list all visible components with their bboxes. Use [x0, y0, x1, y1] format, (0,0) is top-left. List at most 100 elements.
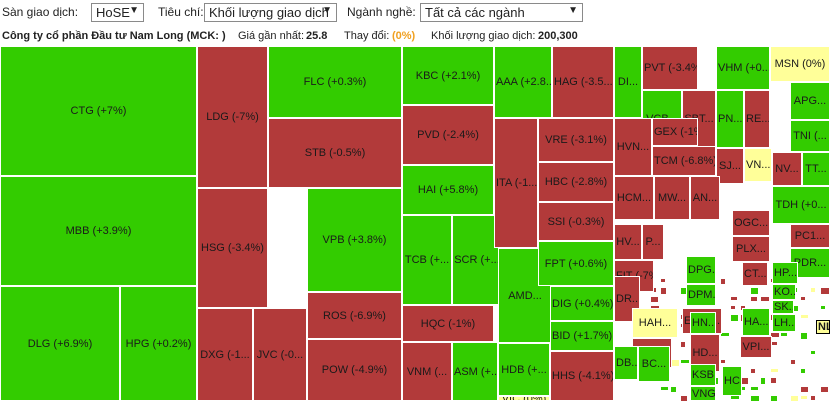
treemap-tile[interactable]: CT...: [742, 262, 768, 286]
treemap-tile-small[interactable]: [680, 395, 688, 401]
treemap-tile[interactable]: HDB (+...: [498, 343, 550, 396]
industry-select[interactable]: Tất cả các ngành ▼: [420, 3, 583, 22]
treemap-tile-small[interactable]: [750, 296, 758, 302]
treemap-tile-small[interactable]: [770, 377, 777, 384]
treemap-tile[interactable]: DI...: [614, 46, 642, 118]
criteria-select[interactable]: Khối lượng giao dịch ▼: [204, 3, 337, 22]
treemap-tile-small[interactable]: [770, 368, 779, 373]
treemap-tile[interactable]: HCM...: [614, 176, 654, 220]
treemap-tile-small[interactable]: [730, 296, 738, 301]
treemap-tile-small[interactable]: [800, 386, 809, 393]
treemap-tile[interactable]: BC...: [638, 346, 670, 382]
treemap-tile[interactable]: SCR (+...: [452, 215, 502, 305]
treemap-tile[interactable]: HC...: [722, 366, 742, 396]
treemap-tile[interactable]: STB (-0.5%): [268, 118, 402, 188]
treemap-tile-small[interactable]: [790, 395, 799, 401]
treemap-tile-small[interactable]: [650, 296, 659, 303]
treemap-tile[interactable]: ROS (-6.9%): [307, 292, 402, 339]
treemap-tile[interactable]: PC1...: [790, 224, 830, 248]
treemap-tile[interactable]: VNG...: [690, 386, 716, 401]
treemap-tile[interactable]: TDH (+0...: [772, 186, 830, 224]
treemap-tile[interactable]: KBC (+2.1%): [402, 46, 494, 105]
treemap-tile[interactable]: HA...: [742, 308, 770, 336]
treemap-tile-small[interactable]: [760, 377, 766, 385]
treemap-tile[interactable]: DPG...: [686, 256, 716, 284]
treemap-tile[interactable]: NL: [816, 320, 830, 334]
treemap-tile[interactable]: KO...: [772, 284, 796, 300]
treemap-tile-small[interactable]: [770, 332, 780, 338]
exchange-select[interactable]: HoSE ▼: [91, 3, 144, 22]
treemap-tile-small[interactable]: [760, 296, 770, 302]
treemap-tile-small[interactable]: [800, 332, 808, 340]
treemap-tile-small[interactable]: [780, 332, 788, 337]
treemap-tile-small[interactable]: [800, 314, 809, 319]
treemap-tile-small[interactable]: [730, 305, 736, 310]
treemap-tile-small[interactable]: [720, 359, 726, 364]
treemap-tile[interactable]: CTG (+7%): [0, 46, 197, 176]
treemap-tile[interactable]: HP...: [772, 262, 798, 284]
treemap-tile[interactable]: VHM (+0...: [716, 46, 770, 90]
treemap-tile-small[interactable]: [750, 395, 760, 401]
treemap-tile[interactable]: HVN...: [614, 118, 652, 176]
treemap-tile-small[interactable]: [800, 395, 808, 400]
treemap-tile[interactable]: VIC (0%): [498, 396, 550, 401]
treemap-tile[interactable]: PLX...: [732, 236, 770, 262]
treemap-tile-small[interactable]: [660, 278, 666, 283]
treemap-tile-small[interactable]: [680, 359, 690, 364]
treemap-tile-small[interactable]: [750, 368, 756, 374]
treemap-tile[interactable]: FLC (+0.3%): [268, 46, 402, 118]
treemap-tile[interactable]: AAA (+2.8...: [494, 46, 552, 118]
treemap-tile[interactable]: TCB (+...: [402, 215, 452, 305]
treemap-tile[interactable]: P...: [642, 224, 664, 260]
treemap-tile[interactable]: HSG (-3.4%): [197, 188, 268, 308]
treemap-tile[interactable]: NV...: [772, 152, 802, 186]
treemap-tile[interactable]: LDG (-7%): [197, 46, 268, 188]
treemap-tile[interactable]: MBB (+3.9%): [0, 176, 197, 286]
treemap-tile-small[interactable]: [770, 395, 778, 401]
treemap-tile[interactable]: KSB...: [690, 364, 716, 386]
treemap-tile[interactable]: LH...: [772, 314, 796, 332]
treemap-tile[interactable]: SSI (-0.3%): [538, 202, 614, 241]
treemap-tile[interactable]: HAG (-3.5...: [552, 46, 614, 118]
treemap-tile[interactable]: HAH...: [632, 308, 678, 338]
treemap-tile[interactable]: PVD (-2.4%): [402, 105, 494, 165]
treemap-tile[interactable]: VNM (...: [402, 342, 452, 401]
treemap-tile[interactable]: HBC (-2.8%): [538, 162, 614, 202]
treemap-tile-small[interactable]: [720, 278, 726, 285]
treemap-tile-small[interactable]: [820, 287, 830, 295]
treemap-tile-small[interactable]: [810, 395, 816, 401]
treemap-tile[interactable]: FPT (+0.6%): [538, 241, 614, 286]
treemap-tile[interactable]: PN...: [716, 90, 744, 148]
treemap-tile[interactable]: BID (+1.7%): [550, 321, 614, 351]
treemap-tile[interactable]: PVT (-3.4%): [642, 46, 698, 90]
treemap-tile[interactable]: VPI...: [740, 336, 772, 358]
treemap-tile[interactable]: TT...: [802, 152, 830, 186]
treemap-tile-small[interactable]: [810, 350, 816, 355]
treemap-tile[interactable]: HHS (-4.1%): [550, 351, 614, 401]
treemap-tile[interactable]: HPG (+0.2%): [120, 286, 197, 401]
treemap-tile-small[interactable]: [820, 386, 829, 393]
treemap-tile-small[interactable]: [680, 341, 686, 348]
treemap-tile[interactable]: HQC (-1%): [402, 305, 494, 342]
treemap-tile-small[interactable]: [670, 386, 677, 393]
treemap-tile-small[interactable]: [720, 332, 730, 337]
treemap-tile[interactable]: ASM (+...: [452, 342, 498, 401]
treemap-tile[interactable]: SK...: [772, 300, 794, 314]
treemap-tile[interactable]: MW...: [654, 176, 690, 220]
treemap-tile[interactable]: MSN (0%): [770, 46, 830, 82]
treemap-tile[interactable]: DXG (-1...: [197, 308, 253, 401]
treemap-tile[interactable]: POW (-4.9%): [307, 339, 402, 401]
treemap-tile-small[interactable]: [660, 386, 669, 391]
treemap-tile[interactable]: HN...: [690, 312, 716, 334]
treemap-tile[interactable]: APG...: [790, 82, 830, 120]
treemap-tile-small[interactable]: [800, 368, 806, 374]
treemap-tile-small[interactable]: [750, 287, 759, 295]
treemap-tile[interactable]: DPM...: [686, 284, 716, 306]
treemap-tile[interactable]: HV...: [614, 224, 642, 260]
treemap-tile-small[interactable]: [660, 287, 667, 295]
treemap-tile-small[interactable]: [810, 287, 816, 293]
treemap-tile-small[interactable]: [750, 386, 759, 391]
treemap-tile[interactable]: DB...: [614, 346, 638, 380]
treemap-tile-small[interactable]: [800, 296, 806, 301]
treemap-tile[interactable]: OGC...: [732, 210, 770, 236]
